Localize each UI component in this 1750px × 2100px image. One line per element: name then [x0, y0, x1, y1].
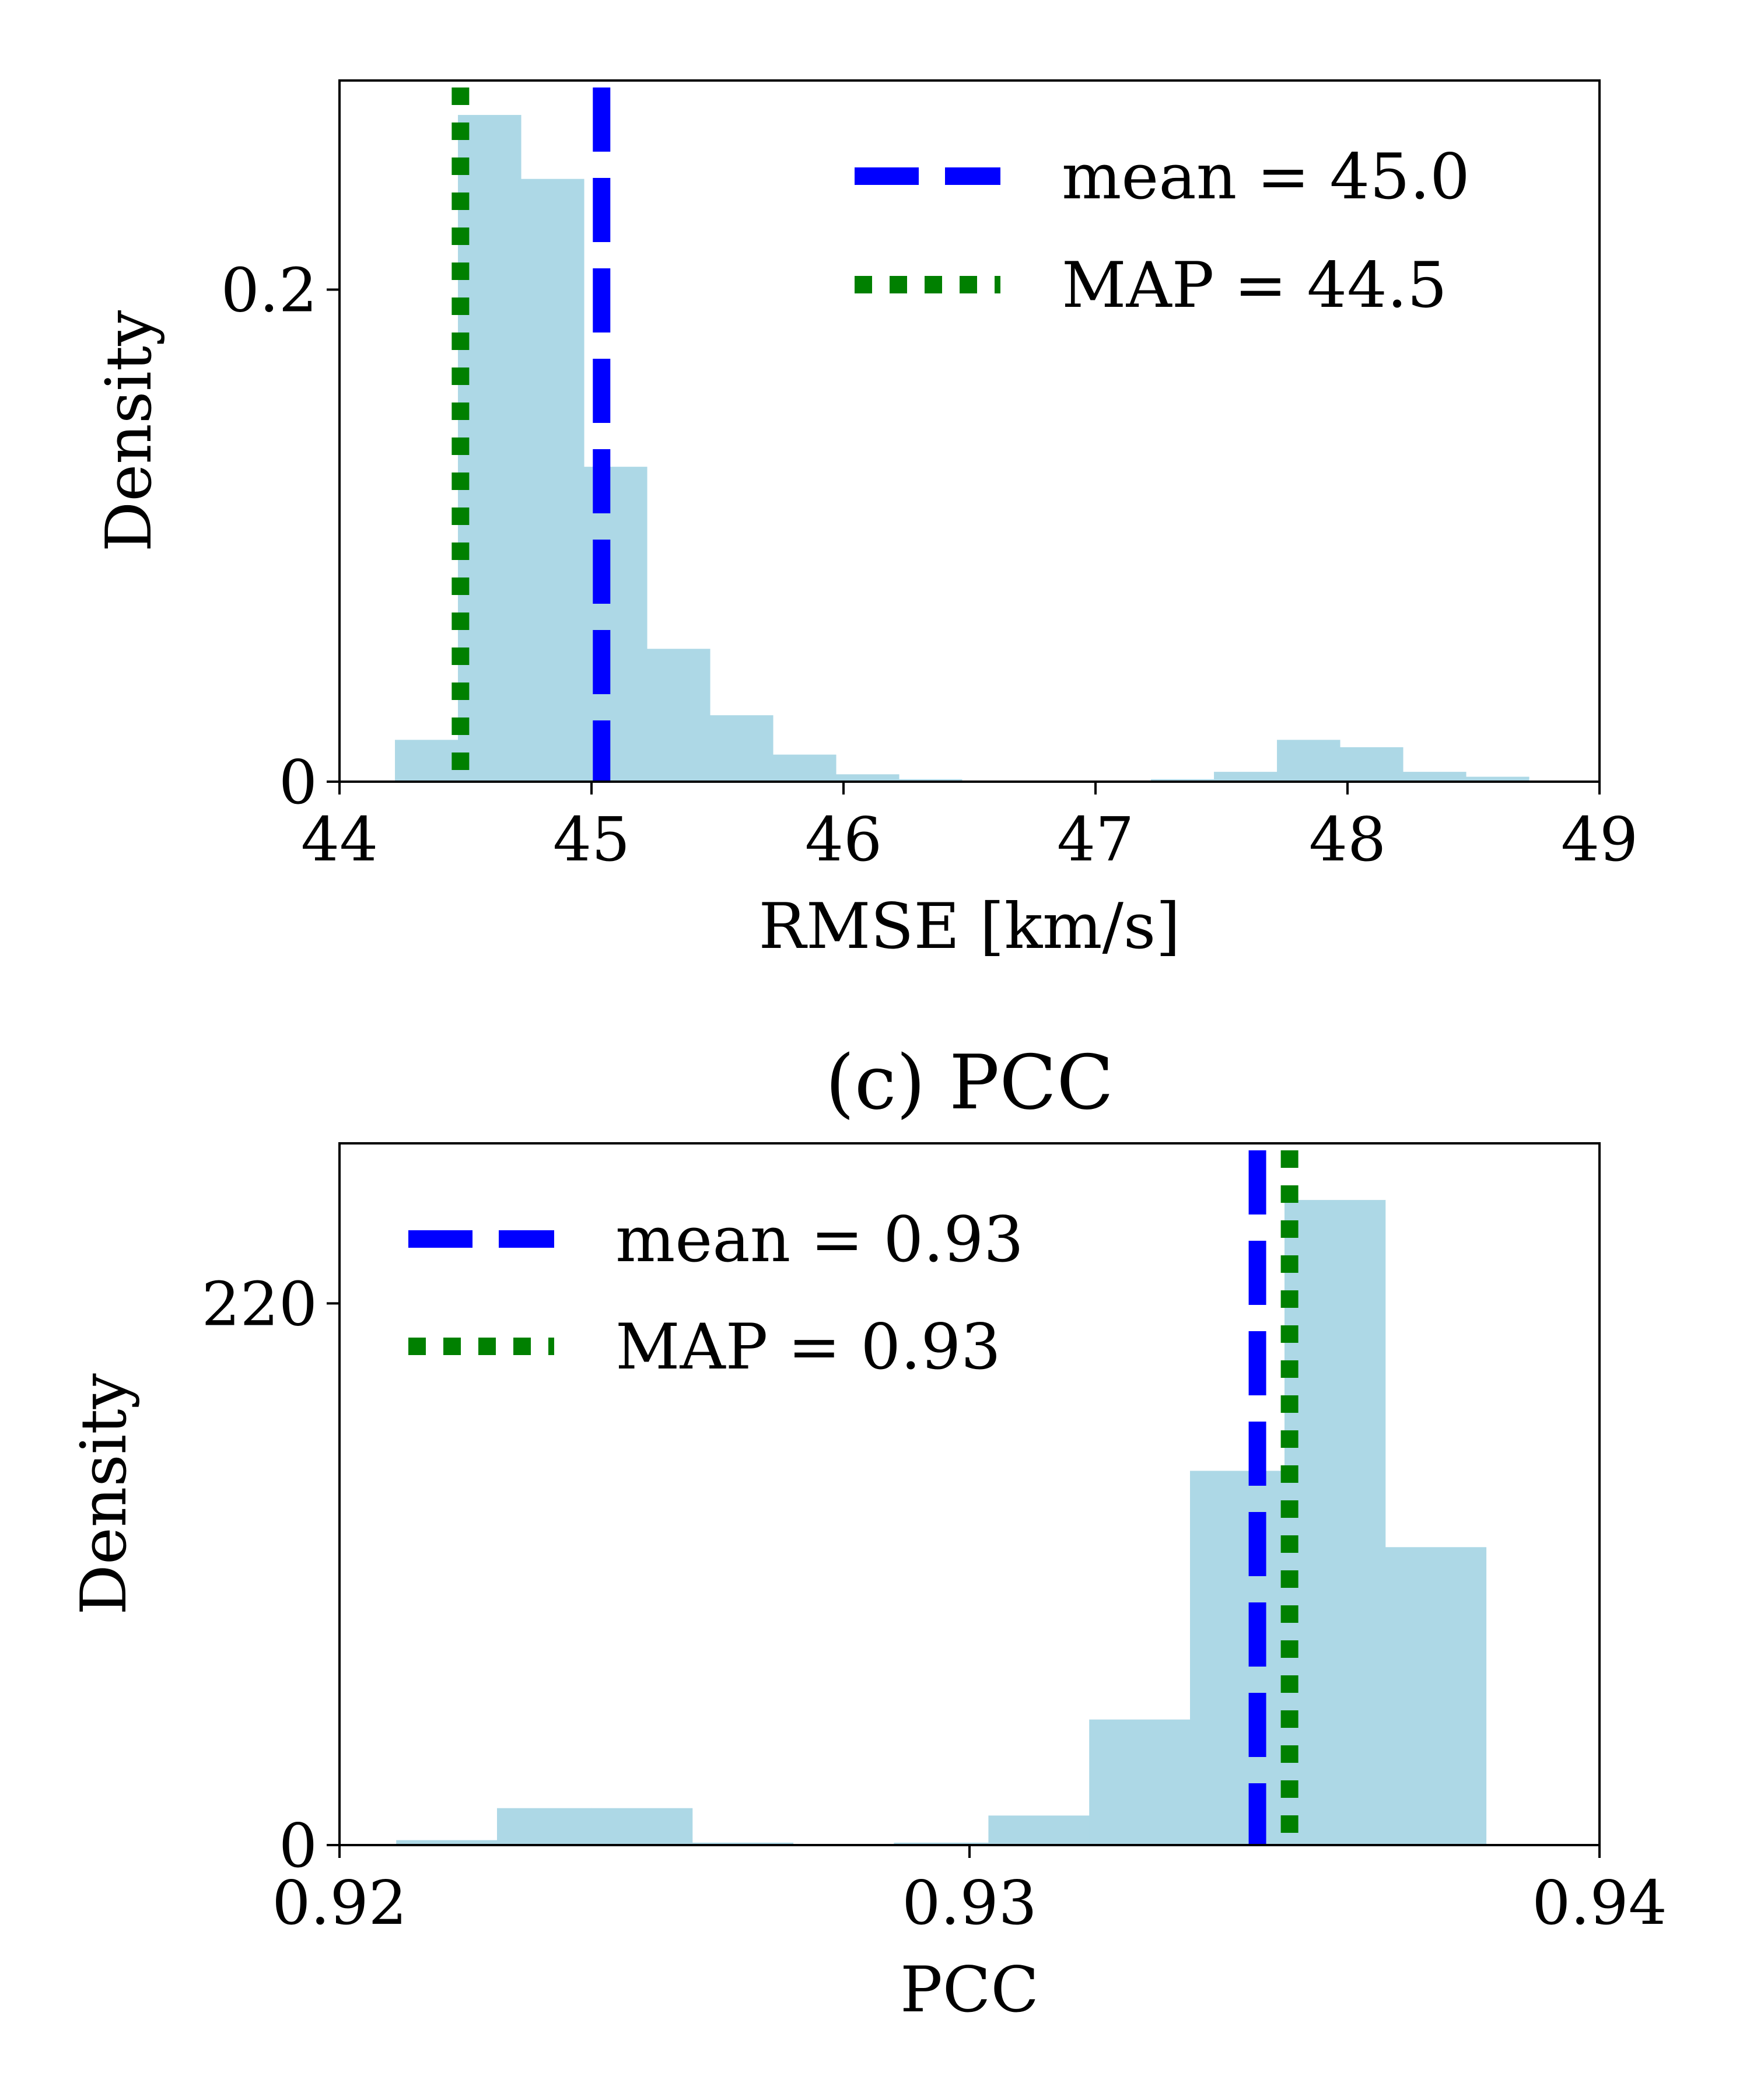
rmse-legend-mean-label: mean = 45.0 — [1062, 141, 1470, 214]
pcc-histogram-bars — [396, 1200, 1487, 1845]
histogram-bar — [1277, 740, 1340, 782]
histogram-bar — [497, 1808, 592, 1845]
x-tick-label: 0.93 — [902, 1867, 1037, 1938]
histogram-bar — [1214, 772, 1278, 782]
pcc-legend: mean = 0.93 MAP = 0.93 — [408, 1203, 1024, 1384]
x-tick-label: 45 — [553, 804, 630, 875]
histogram-bar — [1403, 772, 1466, 782]
y-tick-label: 0 — [279, 747, 317, 818]
histogram-bar — [396, 1840, 498, 1845]
histogram-bar — [395, 740, 459, 782]
pcc-y-ticks: 0 220 — [201, 1268, 340, 1881]
histogram-bar — [521, 178, 584, 782]
pcc-panel-title: (c) PCC — [825, 1040, 1114, 1126]
histogram-bar — [773, 754, 836, 782]
x-tick-label: 49 — [1561, 804, 1638, 875]
histogram-bar — [710, 715, 774, 782]
x-tick-label: 0.92 — [272, 1867, 407, 1938]
pcc-reference-lines — [1248, 1150, 1298, 1845]
histogram-bar — [1385, 1547, 1487, 1845]
rmse-axes-frame — [338, 79, 1601, 783]
histogram-bar — [988, 1815, 1090, 1845]
x-tick-label: 44 — [301, 804, 378, 875]
histogram-bar — [592, 1808, 693, 1845]
rmse-x-ticks: 44 45 46 47 48 49 — [301, 782, 1638, 875]
rmse-reference-lines — [452, 88, 611, 782]
histogram-bar — [1466, 776, 1530, 782]
rmse-legend-map-label: MAP = 44.5 — [1062, 249, 1447, 322]
x-tick-label: 48 — [1309, 804, 1386, 875]
pcc-x-axis-label: PCC — [900, 1954, 1039, 2027]
histogram-bar — [1151, 779, 1214, 782]
pcc-panel: (c) PCC 0.92 0.93 0.94 0 220 PCC Density me… — [68, 1040, 1667, 2027]
x-tick-label: 0.94 — [1532, 1867, 1667, 1938]
histogram-bar — [1190, 1471, 1285, 1845]
pcc-y-axis-label: Density — [68, 1373, 141, 1615]
pcc-legend-mean-label: mean = 0.93 — [615, 1203, 1024, 1276]
histogram-bar — [647, 649, 710, 782]
rmse-x-axis-label: RMSE [km/s] — [759, 890, 1181, 963]
pcc-legend-map-label: MAP = 0.93 — [615, 1311, 1001, 1384]
histogram-bar — [894, 1842, 989, 1845]
histogram-bar — [899, 779, 963, 782]
x-tick-label: 46 — [805, 804, 882, 875]
histogram-bar — [1340, 747, 1404, 782]
rmse-y-ticks: 00.2 — [221, 254, 340, 818]
y-tick-label: 0 — [279, 1810, 317, 1881]
rmse-panel: 44 45 46 47 48 49 00.2 RMSE [km/s] Density me… — [93, 79, 1638, 963]
x-tick-label: 47 — [1057, 804, 1134, 875]
rmse-histogram-bars — [395, 115, 1530, 782]
y-tick-label: 220 — [201, 1268, 317, 1339]
histogram-bar — [1284, 1200, 1386, 1845]
pcc-x-ticks: 0.92 0.93 0.94 — [272, 1845, 1667, 1938]
rmse-y-axis-label: Density — [93, 310, 166, 552]
histogram-bar — [836, 774, 900, 782]
y-tick-label: 0.2 — [221, 254, 317, 326]
histogram-bar — [692, 1842, 794, 1845]
histogram-bar — [1089, 1719, 1191, 1845]
rmse-legend: mean = 45.0 MAP = 44.5 — [855, 141, 1470, 322]
